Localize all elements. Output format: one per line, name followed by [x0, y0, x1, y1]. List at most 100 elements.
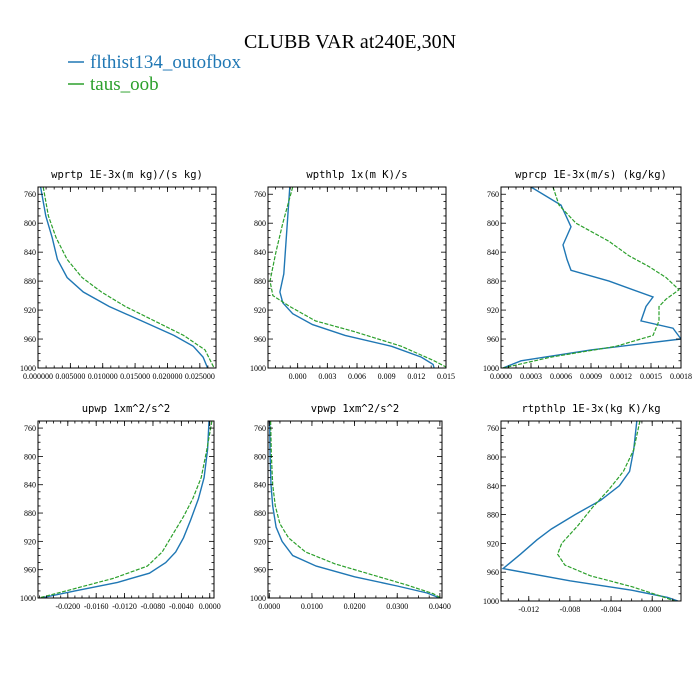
- panel-1: wprtp 1E-3x(m kg)/(s kg) 760 800 840 880 920 9…: [20, 169, 217, 381]
- y-tick-label: 920: [24, 306, 36, 315]
- y-tick-label: 800: [24, 219, 36, 228]
- legend: flthist134_outofbox taus_oob: [68, 52, 241, 95]
- x-tick-label: 0.015: [437, 372, 455, 381]
- figure-title: CLUBB VAR at240E,30N: [244, 31, 456, 53]
- y-tick-label: 760: [254, 424, 266, 433]
- x-tick-label: 0.020000: [152, 372, 182, 381]
- y-tick-label: 960: [487, 335, 499, 344]
- y-tick-label: 840: [487, 248, 499, 257]
- series-line-flthist134: [40, 421, 210, 598]
- series-line-flthist134: [279, 187, 435, 368]
- series-line-taus-oob: [556, 421, 675, 601]
- x-tick-label: 0.003: [318, 372, 336, 381]
- panel-frame: [267, 186, 447, 369]
- panel-3: wprcp 1E-3x(m/s) (kg/kg) 760 800 840 880 920 9…: [483, 169, 692, 381]
- x-tick-label: 0.025000: [185, 372, 215, 381]
- panels: wprtp 1E-3x(m kg)/(s kg) 760 800 840 880 920 9…: [20, 169, 692, 614]
- y-tick-label: 960: [254, 566, 266, 575]
- x-tick-label: 0.0000: [199, 602, 221, 611]
- x-tick-label: 0.0200: [344, 602, 366, 611]
- y-tick-label: 1000: [483, 597, 499, 606]
- y-tick-label: 840: [24, 248, 36, 257]
- y-tick-label: 920: [487, 539, 499, 548]
- legend-label-taus-oob: taus_oob: [90, 74, 159, 95]
- y-tick-label: 1000: [483, 364, 499, 373]
- x-tick-label: -0.0160: [84, 602, 109, 611]
- x-tick-label: 0.009: [378, 372, 396, 381]
- legend-label-flthist134: flthist134_outofbox: [90, 52, 241, 73]
- x-tick-label: 0.0009: [580, 372, 602, 381]
- y-tick-label: 840: [24, 481, 36, 490]
- x-tick-label: 0.015000: [120, 372, 150, 381]
- series-line-flthist134: [269, 421, 441, 598]
- y-tick-label: 840: [254, 481, 266, 490]
- y-tick-label: 800: [487, 219, 499, 228]
- x-tick-label: 0.000000: [23, 372, 53, 381]
- panel-title: wpthlp 1x(m K)/s: [306, 169, 407, 181]
- series-line-flthist134: [501, 421, 679, 601]
- y-tick-label: 1000: [250, 594, 266, 603]
- panel-frame: [500, 420, 682, 602]
- y-tick-label: 760: [24, 424, 36, 433]
- x-tick-label: 0.0015: [640, 372, 662, 381]
- y-tick-label: 760: [24, 190, 36, 199]
- panel-6: rtpthlp 1E-3x(kg K)/kg 760 800 840 880 920 960…: [483, 403, 682, 614]
- x-tick-label: 0.0006: [550, 372, 572, 381]
- y-tick-label: 960: [487, 568, 499, 577]
- y-tick-label: 960: [24, 335, 36, 344]
- y-tick-label: 960: [24, 566, 36, 575]
- panel-title: upwp 1xm^2/s^2: [82, 403, 171, 415]
- y-tick-label: 880: [487, 277, 499, 286]
- panel-5: vpwp 1xm^2/s^2 760 800 840 880 920 960 10000.00…: [250, 403, 451, 611]
- y-tick-label: 840: [254, 248, 266, 257]
- x-tick-label: 0.0012: [610, 372, 632, 381]
- y-tick-label: 880: [254, 509, 266, 518]
- y-tick-label: 760: [254, 190, 266, 199]
- x-tick-label: 0.010000: [88, 372, 118, 381]
- x-tick-label: -0.0080: [141, 602, 166, 611]
- panel-frame: [37, 420, 215, 599]
- series-line-taus-oob: [269, 187, 446, 368]
- panel-title: vpwp 1xm^2/s^2: [311, 403, 400, 415]
- y-tick-label: 920: [24, 537, 36, 546]
- y-tick-label: 920: [254, 306, 266, 315]
- series-line-taus-oob: [38, 421, 213, 598]
- x-tick-label: 0.0018: [670, 372, 692, 381]
- series-line-taus-oob: [270, 421, 442, 598]
- y-tick-label: 920: [487, 306, 499, 315]
- y-tick-label: 800: [254, 452, 266, 461]
- x-tick-label: -0.0040: [169, 602, 194, 611]
- x-tick-label: 0.006: [348, 372, 366, 381]
- series-line-flthist134: [502, 187, 681, 368]
- y-tick-label: 800: [254, 219, 266, 228]
- x-tick-label: -0.0200: [55, 602, 80, 611]
- y-tick-label: 800: [24, 452, 36, 461]
- y-tick-label: 880: [24, 277, 36, 286]
- y-tick-label: 1000: [20, 594, 36, 603]
- y-tick-label: 880: [254, 277, 266, 286]
- series-line-taus-oob: [502, 187, 680, 368]
- y-tick-label: 1000: [20, 364, 36, 373]
- panel-title: wprcp 1E-3x(m/s) (kg/kg): [515, 169, 667, 181]
- y-tick-label: 920: [254, 537, 266, 546]
- x-tick-label: -0.0120: [112, 602, 137, 611]
- x-tick-label: 0.000: [289, 372, 307, 381]
- y-tick-label: 760: [487, 424, 499, 433]
- x-tick-label: 0.0000: [490, 372, 512, 381]
- x-tick-label: -0.004: [601, 605, 622, 614]
- x-tick-label: 0.012: [407, 372, 425, 381]
- y-tick-label: 880: [24, 509, 36, 518]
- x-tick-label: 0.0300: [386, 602, 408, 611]
- y-tick-label: 960: [254, 335, 266, 344]
- panel-frame: [37, 186, 217, 369]
- x-tick-label: 0.000: [643, 605, 661, 614]
- x-tick-label: 0.0000: [258, 602, 280, 611]
- panel-title: rtpthlp 1E-3x(kg K)/kg: [521, 403, 660, 415]
- x-tick-label: 0.0003: [520, 372, 542, 381]
- panel-frame: [267, 420, 443, 599]
- x-tick-label: 0.0400: [429, 602, 451, 611]
- x-tick-label: 0.0100: [301, 602, 323, 611]
- series-line-flthist134: [39, 187, 209, 368]
- x-tick-label: -0.012: [518, 605, 539, 614]
